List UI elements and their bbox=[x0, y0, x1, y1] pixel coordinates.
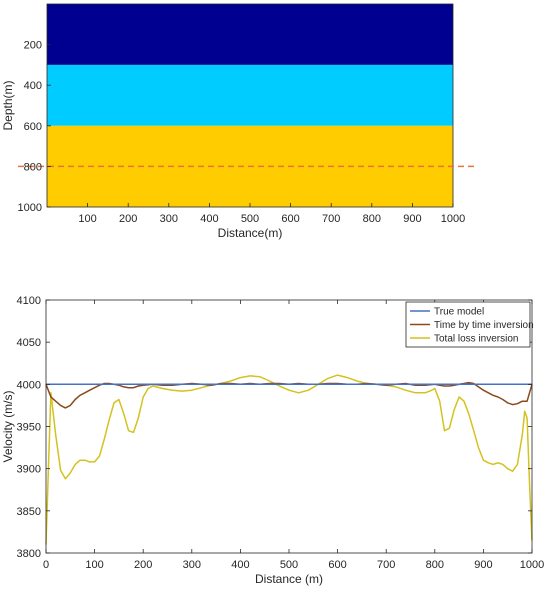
layer-1 bbox=[47, 4, 453, 65]
top-x-ticks: 100 200 300 400 500 600 700 800 900 1000 bbox=[78, 203, 465, 225]
top-y-ticks: 200 400 600 800 1000 bbox=[18, 40, 51, 214]
top-x-tick-label: 300 bbox=[160, 213, 178, 225]
bottom-y-tick-label: 3800 bbox=[17, 548, 41, 560]
bottom-x-axis-label: Distance (m) bbox=[255, 572, 323, 586]
top-y-tick-label: 200 bbox=[24, 40, 42, 52]
top-x-tick-label: 600 bbox=[281, 213, 299, 225]
bottom-y-tick-label: 3950 bbox=[17, 422, 41, 434]
bottom-x-tick-label: 500 bbox=[280, 559, 298, 571]
bottom-x-tick-label: 300 bbox=[183, 559, 201, 571]
top-y-tick-label: 600 bbox=[24, 121, 42, 133]
bottom-x-tick-label: 1000 bbox=[520, 559, 544, 571]
bottom-x-tick-label: 0 bbox=[43, 559, 49, 571]
bottom-y-tick-label: 4100 bbox=[17, 295, 41, 307]
series-line-3 bbox=[45, 374, 533, 545]
top-x-tick-label: 1000 bbox=[441, 213, 465, 225]
bottom-y-tick-label: 4000 bbox=[17, 379, 41, 391]
bottom-x-tick-label: 700 bbox=[377, 559, 395, 571]
bottom-x-tick-label: 900 bbox=[474, 559, 492, 571]
bottom-y-axis-label: Velocity (m/s) bbox=[1, 390, 15, 462]
bottom-x-tick-label: 400 bbox=[231, 559, 249, 571]
bottom-x-ticks: 0 100 200 300 400 500 600 700 800 900 1000 bbox=[43, 300, 544, 571]
bottom-y-ticks: 3800 3850 3900 3950 4000 4050 4100 bbox=[17, 295, 532, 560]
top-x-tick-label: 800 bbox=[363, 213, 381, 225]
layer-group bbox=[47, 4, 453, 207]
bottom-y-tick-label: 3900 bbox=[17, 464, 41, 476]
top-x-tick-label: 100 bbox=[78, 213, 96, 225]
bottom-y-tick-label: 3850 bbox=[17, 506, 41, 518]
top-x-axis-label: Distance(m) bbox=[218, 226, 283, 240]
top-y-axis-label: Depth(m) bbox=[1, 80, 15, 130]
top-y-tick-label: 1000 bbox=[18, 202, 42, 214]
top-x-tick-label: 400 bbox=[200, 213, 218, 225]
legend-label: Time by time inversion bbox=[434, 320, 534, 331]
top-y-tick-label: 400 bbox=[24, 80, 42, 92]
series-group bbox=[45, 374, 533, 545]
top-y-tick-label: 800 bbox=[24, 161, 42, 173]
legend: True model Time by time inversion Total lo… bbox=[405, 301, 534, 348]
top-x-tick-label: 900 bbox=[403, 213, 421, 225]
velocity-profile-chart: 0 100 200 300 400 500 600 700 800 900 1000 3800 385… bbox=[1, 295, 544, 586]
bottom-x-tick-label: 600 bbox=[328, 559, 346, 571]
legend-label: True model bbox=[434, 307, 484, 318]
velocity-model-heatmap: 100 200 300 400 500 600 700 800 900 1000 200 400 60… bbox=[1, 3, 478, 240]
bottom-y-tick-label: 4050 bbox=[17, 337, 41, 349]
bottom-x-tick-label: 800 bbox=[426, 559, 444, 571]
bottom-x-tick-label: 200 bbox=[134, 559, 152, 571]
top-x-tick-label: 700 bbox=[322, 213, 340, 225]
layer-2 bbox=[47, 64, 453, 126]
bottom-x-tick-label: 100 bbox=[85, 559, 103, 571]
legend-label: Total loss inversion bbox=[434, 334, 518, 345]
top-x-tick-label: 200 bbox=[119, 213, 137, 225]
top-x-tick-label: 500 bbox=[241, 213, 259, 225]
